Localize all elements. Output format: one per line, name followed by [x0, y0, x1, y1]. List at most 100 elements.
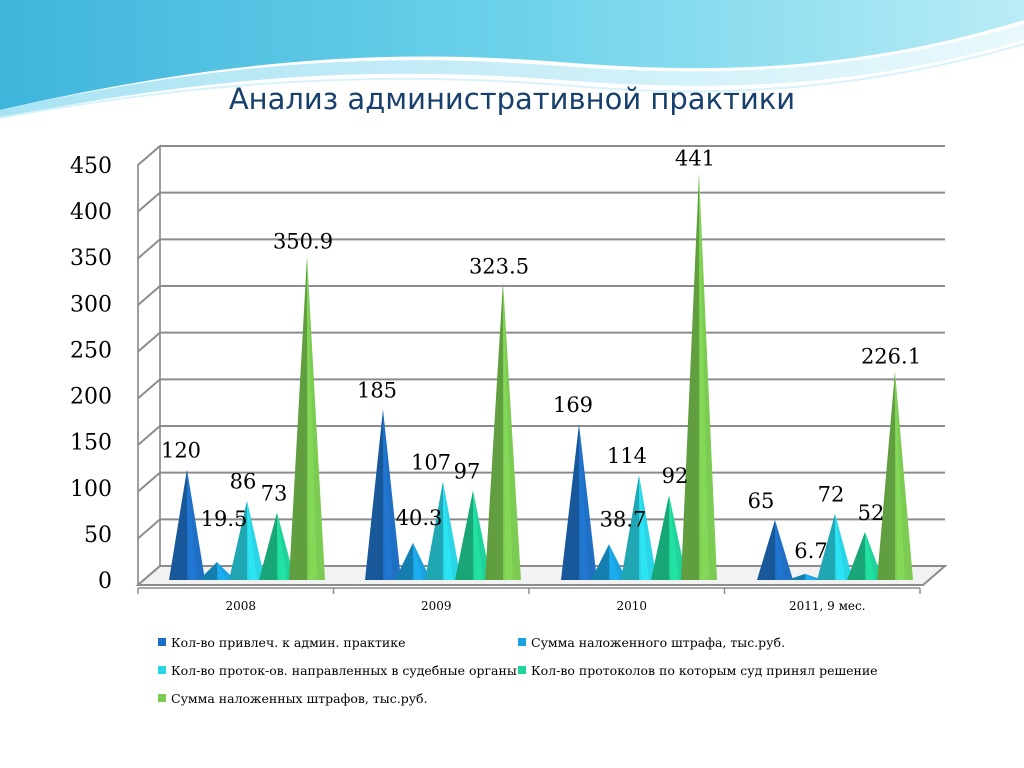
data-label: 107: [411, 450, 451, 474]
cone-highlight: [865, 532, 875, 580]
background-wave: [0, 0, 1024, 119]
cone-highlight: [699, 173, 709, 581]
legend-item: Кол-во проток-ов. направленных в судебны…: [158, 663, 518, 678]
cone-left-face: [455, 490, 473, 580]
legend-swatch: [518, 666, 526, 674]
gridline-depth: [137, 285, 161, 306]
cone-left-face: [757, 520, 775, 580]
data-label: 226.1: [861, 344, 921, 368]
cone-highlight: [247, 500, 257, 580]
legend-swatch: [158, 666, 166, 674]
legend-label: Кол-во протоколов по которым суд принял …: [531, 662, 878, 678]
gridline-depth: [137, 471, 161, 493]
cone-highlight: [383, 409, 393, 580]
data-label: 73: [261, 482, 288, 506]
cone-highlight: [835, 513, 845, 580]
cone-left-face: [259, 512, 277, 580]
gridline-depth: [137, 145, 161, 166]
cone-left-face: [847, 532, 865, 580]
legend-row: Кол-во проток-ов. направленных в судебны…: [158, 656, 918, 684]
y-tick-label: 0: [98, 569, 112, 594]
data-label: 114: [607, 444, 647, 468]
legend-row: Сумма наложенных штрафов, тыс.руб.: [158, 684, 918, 712]
cone-highlight: [413, 542, 423, 580]
cone-highlight: [669, 495, 679, 580]
cone-highlight: [277, 512, 287, 580]
legend-item: Кол-во протоколов по которым суд принял …: [518, 663, 878, 678]
legend-label: Кол-во привлеч. к админ. практике: [171, 634, 406, 650]
y-tick-label: 300: [70, 292, 112, 317]
data-label: 97: [454, 460, 481, 484]
y-tick-label: 100: [70, 477, 112, 502]
y-tick-label: 350: [70, 246, 112, 271]
legend-item: Кол-во привлеч. к админ. практике: [158, 635, 518, 650]
x-tick-label: 2009: [421, 599, 452, 613]
y-tick-label: 450: [70, 154, 112, 179]
legend-label: Кол-во проток-ов. направленных в судебны…: [171, 662, 517, 678]
y-tick-label: 250: [70, 338, 112, 363]
chart-legend: Кол-во привлеч. к админ. практике Сумма …: [158, 628, 918, 712]
data-label: 40.3: [396, 506, 443, 530]
data-label: 323.5: [469, 255, 529, 279]
cone-highlight: [443, 481, 453, 580]
cone-left-face: [199, 562, 217, 580]
cone-left-face: [365, 409, 383, 580]
x-tick-label: 2010: [616, 599, 647, 613]
legend-row: Кол-во привлеч. к админ. практике Сумма …: [158, 628, 918, 656]
cone-highlight: [609, 544, 619, 580]
data-label: 86: [230, 470, 257, 494]
data-label: 92: [662, 464, 689, 488]
cone-left-face: [229, 500, 247, 580]
gridline-depth: [137, 331, 161, 353]
legend-label: Сумма наложенных штрафов, тыс.руб.: [171, 690, 428, 706]
data-label: 6.7: [794, 539, 827, 563]
cone-left-face: [681, 173, 699, 581]
data-label: 65: [748, 489, 775, 513]
x-tick-label: 2008: [225, 599, 256, 613]
cone-highlight: [895, 371, 905, 580]
gridline-depth: [137, 425, 161, 446]
y-tick-label: 200: [70, 385, 112, 410]
y-tick-label: 50: [84, 523, 112, 548]
data-label: 350.9: [273, 229, 333, 253]
cone-highlight: [187, 469, 197, 580]
gridline-depth: [137, 378, 161, 400]
y-tick-label: 150: [70, 431, 112, 456]
left-wall: [137, 144, 161, 587]
cone-left-face: [621, 474, 639, 580]
cone-highlight: [805, 573, 815, 580]
legend-swatch: [158, 638, 166, 646]
data-label: 52: [858, 501, 885, 525]
cone-left-face: [425, 481, 443, 580]
cone-left-face: [169, 469, 187, 580]
legend-swatch: [518, 638, 526, 646]
data-label: 120: [161, 438, 201, 462]
gridline-depth: [137, 191, 161, 213]
chart-title: Анализ административной практики: [228, 82, 796, 116]
cone-highlight: [775, 520, 785, 580]
cone-highlight: [503, 281, 513, 580]
x-tick-label: 2011, 9 мес.: [789, 599, 866, 613]
legend-item: Сумма наложенного штрафа, тыс.руб.: [518, 635, 785, 650]
data-label: 169: [553, 393, 593, 417]
data-label: 72: [818, 483, 845, 507]
cone-highlight: [579, 424, 589, 580]
cone-left-face: [591, 544, 609, 580]
cone-left-face: [395, 542, 413, 580]
y-tick-label: 400: [70, 200, 112, 225]
gridline-depth: [137, 518, 161, 540]
cone-left-face: [289, 256, 307, 580]
cone-left-face: [817, 513, 835, 580]
data-label: 19.5: [201, 507, 248, 531]
cone-left-face: [787, 573, 805, 580]
cone-highlight: [473, 490, 483, 580]
cone-left-face: [485, 281, 503, 580]
legend-swatch: [158, 694, 166, 702]
cone-highlight: [307, 256, 317, 580]
cone-left-face: [877, 371, 895, 580]
data-label: 185: [357, 378, 397, 402]
legend-item: Сумма наложенных штрафов, тыс.руб.: [158, 691, 518, 706]
cone-left-face: [561, 424, 579, 580]
